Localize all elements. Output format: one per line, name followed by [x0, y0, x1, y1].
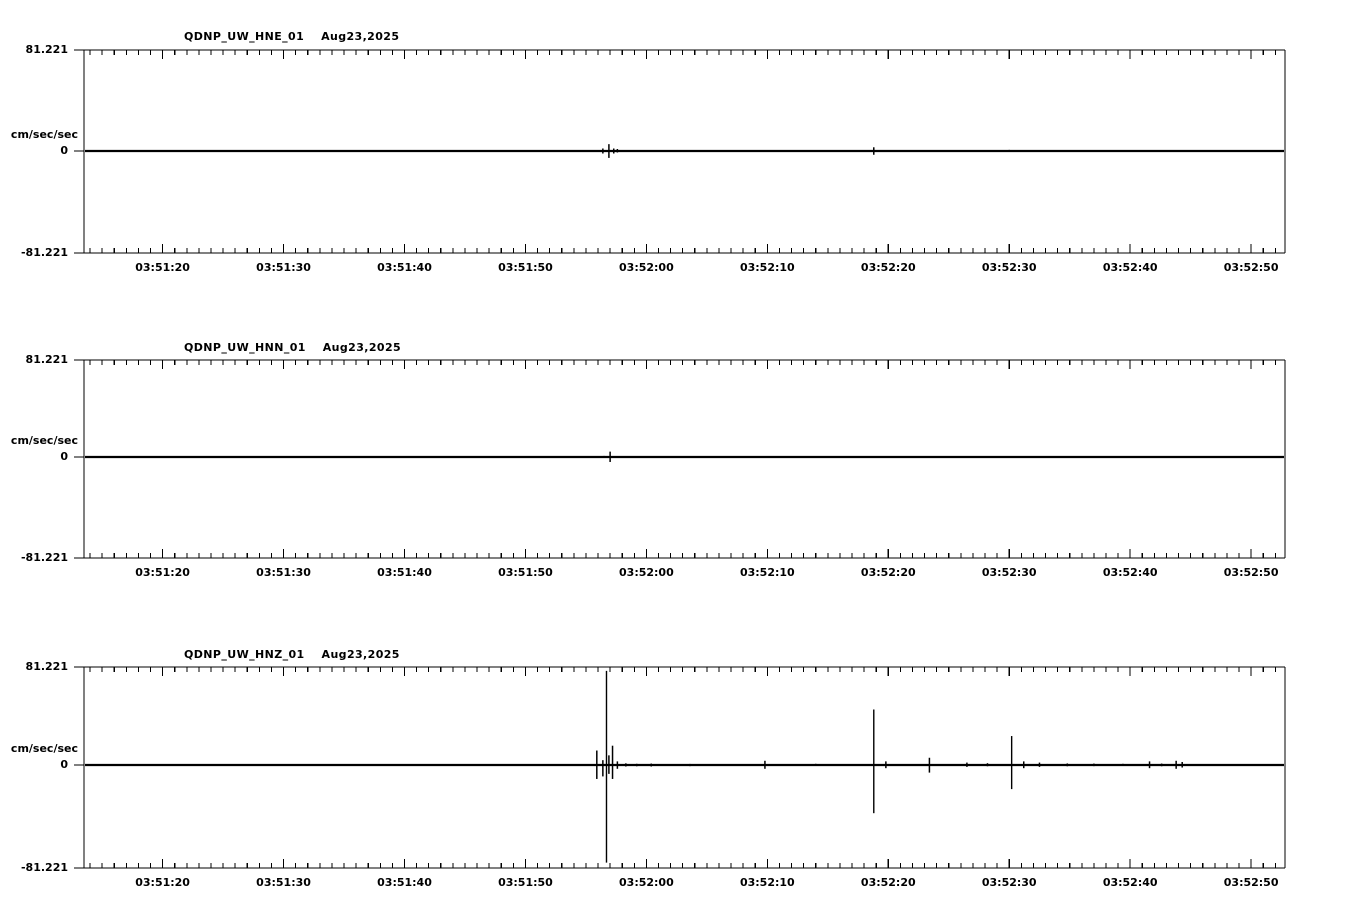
x-tick-label: 03:52:40 [1102, 566, 1158, 579]
x-tick-label: 03:52:20 [860, 566, 916, 579]
y-axis-units-label: cm/sec/sec [10, 128, 78, 141]
x-tick-label: 03:51:50 [498, 566, 553, 579]
y-tick-label: -81.221 [20, 861, 68, 874]
y-tick-label: 81.221 [25, 43, 68, 56]
x-tick-label: 03:52:30 [981, 876, 1037, 889]
panel-title-hne: QDNP_UW_HNE_01 Aug23,2025 [184, 30, 400, 43]
x-tick-label: 03:52:10 [739, 261, 795, 274]
x-tick-label: 03:51:30 [256, 566, 311, 579]
y-tick-label: -81.221 [20, 551, 68, 564]
x-tick-label: 03:51:20 [135, 876, 190, 889]
y-axis-units-label: cm/sec/sec [10, 742, 78, 755]
x-tick-label: 03:52:00 [619, 261, 674, 274]
plot-area-hnz [74, 666, 1286, 869]
x-tick-label: 03:51:20 [135, 261, 190, 274]
x-tick-label: 03:52:40 [1102, 261, 1158, 274]
x-tick-label: 03:51:30 [256, 261, 311, 274]
panel-title-hnz: QDNP_UW_HNZ_01 Aug23,2025 [184, 648, 400, 661]
x-tick-label: 03:52:50 [1223, 261, 1279, 274]
y-tick-label: 81.221 [25, 660, 68, 673]
y-tick-label: 0 [60, 144, 68, 157]
waveform-trace [85, 670, 1284, 863]
x-tick-label: 03:52:20 [860, 261, 916, 274]
x-tick-label: 03:51:40 [377, 876, 432, 889]
y-tick-label: 0 [60, 450, 68, 463]
x-tick-label: 03:52:40 [1102, 876, 1158, 889]
x-tick-label: 03:52:50 [1223, 876, 1279, 889]
y-tick-label: -81.221 [20, 246, 68, 259]
waveform-trace [85, 451, 1284, 462]
x-tick-label: 03:52:00 [619, 566, 674, 579]
x-tick-label: 03:52:00 [619, 876, 674, 889]
x-tick-label: 03:52:10 [739, 566, 795, 579]
plot-area-hne [74, 49, 1286, 254]
y-axis-units-label: cm/sec/sec [10, 434, 78, 447]
y-tick-label: 0 [60, 758, 68, 771]
x-tick-label: 03:51:40 [377, 261, 432, 274]
x-tick-label: 03:52:30 [981, 261, 1037, 274]
panel-title-hnn: QDNP_UW_HNN_01 Aug23,2025 [184, 341, 402, 354]
x-tick-label: 03:51:50 [498, 876, 553, 889]
x-tick-label: 03:51:40 [377, 566, 432, 579]
x-tick-label: 03:51:30 [256, 876, 311, 889]
x-tick-label: 03:52:50 [1223, 566, 1279, 579]
x-tick-label: 03:52:30 [981, 566, 1037, 579]
x-tick-label: 03:51:50 [498, 261, 553, 274]
x-tick-label: 03:52:20 [860, 876, 916, 889]
waveform-trace [85, 144, 1284, 158]
plot-area-hnn [74, 359, 1286, 559]
x-tick-label: 03:51:20 [135, 566, 190, 579]
x-tick-label: 03:52:10 [739, 876, 795, 889]
y-tick-label: 81.221 [25, 353, 68, 366]
